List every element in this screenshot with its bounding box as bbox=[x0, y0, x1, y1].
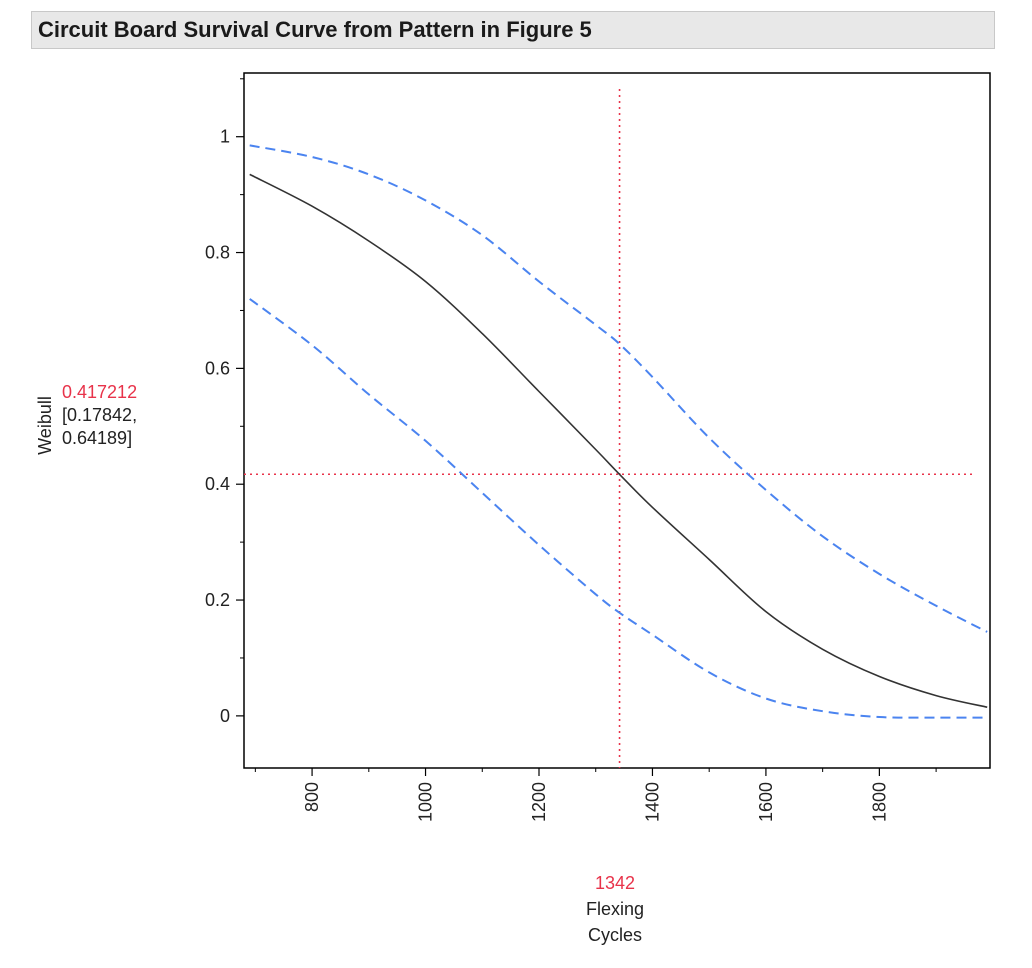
y-tick-label: 1 bbox=[220, 127, 230, 147]
y-ci-high: 0.64189] bbox=[62, 428, 133, 448]
x-axis-readout: 1342 Flexing Cycles bbox=[560, 870, 670, 948]
y-tick-label: 0.8 bbox=[205, 243, 230, 263]
y-axis-readout: Weibull 0.417212 [0.17842, 0.64189] bbox=[34, 380, 194, 470]
y-crosshair-value: 0.417212 bbox=[62, 382, 138, 402]
y-ci-low: [0.17842, bbox=[62, 405, 138, 425]
x-tick-label: 800 bbox=[302, 782, 322, 812]
x-crosshair-value: 1342 bbox=[594, 873, 636, 893]
x-tick-label: 1200 bbox=[529, 782, 549, 822]
y-tick-label: 0.2 bbox=[205, 590, 230, 610]
x-tick-label: 1600 bbox=[756, 782, 776, 822]
y-axis-label: Weibull bbox=[34, 395, 55, 455]
plot-frame bbox=[243, 72, 991, 769]
x-tick-label: 1000 bbox=[416, 782, 436, 822]
x-tick-label: 1800 bbox=[869, 782, 889, 822]
chart-title-bar: Circuit Board Survival Curve from Patter… bbox=[31, 11, 995, 49]
x-axis-label-line2: Cycles bbox=[587, 925, 642, 945]
y-tick-label: 0.6 bbox=[205, 358, 230, 378]
survival-curve bbox=[249, 173, 988, 708]
x-axis-label-line1: Flexing bbox=[585, 899, 645, 919]
y-tick-label: 0 bbox=[220, 706, 230, 726]
y-tick-label: 0.4 bbox=[205, 474, 230, 494]
lower-ci-curve bbox=[249, 298, 988, 719]
x-tick-label: 1400 bbox=[642, 782, 662, 822]
upper-ci-curve bbox=[249, 144, 988, 633]
chart-title: Circuit Board Survival Curve from Patter… bbox=[38, 17, 592, 42]
